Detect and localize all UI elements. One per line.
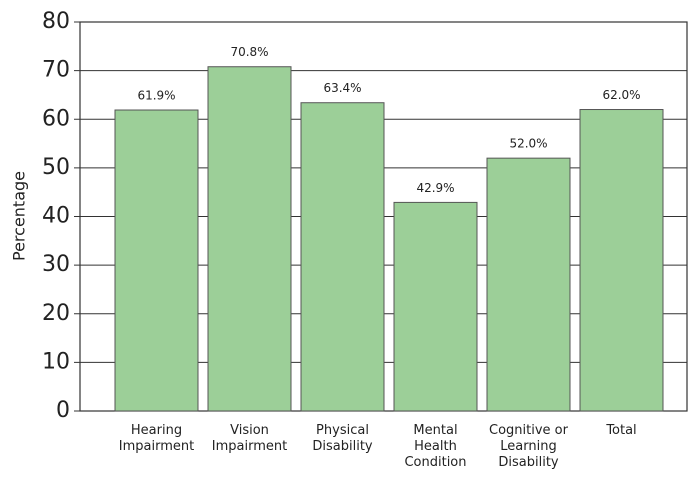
bar — [114, 109, 199, 412]
x-tick-label: Vision Impairment — [211, 423, 288, 454]
value-label: 62.0% — [602, 88, 640, 102]
y-tick-label: 40 — [42, 204, 70, 229]
bar — [393, 201, 478, 412]
bar — [579, 109, 664, 412]
x-tick-label: Mental Health Condition — [404, 423, 467, 470]
y-axis-label: Percentage — [10, 171, 29, 261]
bar — [300, 102, 385, 412]
y-tick-label: 70 — [42, 58, 70, 83]
y-tick-label: 30 — [42, 252, 70, 277]
x-tick-label: Cognitive or Learning Disability — [489, 423, 568, 470]
value-label: 63.4% — [323, 81, 361, 95]
value-label: 61.9% — [137, 89, 175, 103]
x-tick-label: Total — [606, 423, 637, 438]
bar — [207, 66, 292, 412]
value-label: 52.0% — [509, 137, 547, 151]
x-tick-label: Physical Disability — [312, 423, 373, 454]
y-tick-label: 60 — [42, 106, 70, 131]
y-tick-label: 20 — [42, 301, 70, 326]
y-tick-label: 10 — [42, 349, 70, 374]
bar — [486, 157, 571, 412]
y-tick-label: 0 — [56, 398, 70, 423]
value-label: 42.9% — [416, 181, 454, 195]
value-label: 70.8% — [230, 45, 268, 59]
y-tick-label: 50 — [42, 155, 70, 180]
y-tick-label: 80 — [42, 9, 70, 34]
x-tick-label: Hearing Impairment — [118, 423, 195, 454]
